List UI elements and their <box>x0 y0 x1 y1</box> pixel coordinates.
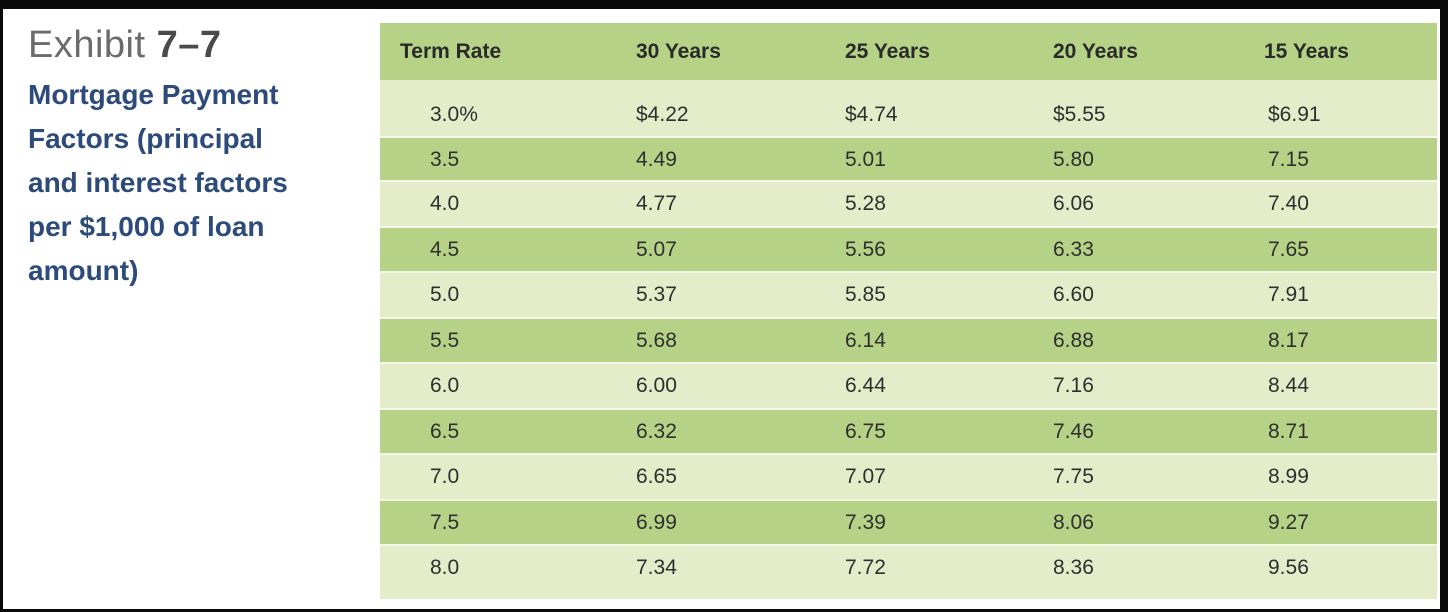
table-row: 8.0 7.34 7.72 8.36 9.56 <box>380 545 1437 590</box>
factor-cell: 5.07 <box>636 237 677 261</box>
factor-cell: 6.60 <box>1053 282 1094 306</box>
table-row: 5.0 5.37 5.85 6.60 7.91 <box>380 272 1437 317</box>
rate-cell: 4.0 <box>430 191 460 215</box>
exhibit-caption: Exhibit 7–7 Mortgage Payment Factors (pr… <box>28 23 368 293</box>
column-header: 20 Years <box>1053 39 1138 63</box>
rate-cell: 7.0 <box>430 464 460 488</box>
factor-cell: 7.65 <box>1268 237 1309 261</box>
factor-cell: 9.56 <box>1268 555 1309 579</box>
rate-cell: 5.5 <box>430 328 460 352</box>
exhibit-frame: Exhibit 7–7 Mortgage Payment Factors (pr… <box>3 9 1440 609</box>
table-row: 7.5 6.99 7.39 8.06 9.27 <box>380 500 1437 545</box>
factor-cell: 7.15 <box>1268 147 1309 171</box>
row-divider <box>380 136 1437 138</box>
factor-cell: 6.14 <box>845 328 886 352</box>
factor-cell: 7.40 <box>1268 191 1309 215</box>
column-header: Term Rate <box>400 39 502 63</box>
factor-cell: 7.16 <box>1053 373 1094 397</box>
factor-cell: 4.49 <box>636 147 677 171</box>
factor-cell: 6.00 <box>636 373 677 397</box>
rate-cell: 6.0 <box>430 373 460 397</box>
row-divider <box>380 453 1437 455</box>
factor-cell: 7.46 <box>1053 419 1094 443</box>
factor-cell: 6.33 <box>1053 237 1094 261</box>
column-header: 30 Years <box>636 39 721 63</box>
factor-cell: 5.85 <box>845 282 886 306</box>
column-header: 15 Years <box>1264 39 1349 63</box>
factor-cell: $4.74 <box>845 102 898 126</box>
table-row: 3.0% $4.22 $4.74 $5.55 $6.91 <box>380 92 1437 137</box>
factor-cell: 8.71 <box>1268 419 1309 443</box>
table-row: 4.5 5.07 5.56 6.33 7.65 <box>380 227 1437 272</box>
exhibit-number: 7–7 <box>156 24 222 66</box>
factor-cell: 5.56 <box>845 237 886 261</box>
rate-cell: 4.5 <box>430 237 460 261</box>
factor-cell: 6.06 <box>1053 191 1094 215</box>
factor-cell: 5.37 <box>636 282 677 306</box>
row-divider <box>380 362 1437 364</box>
factor-cell: 7.07 <box>845 464 886 488</box>
row-divider <box>380 317 1437 319</box>
factor-cell: 8.99 <box>1268 464 1309 488</box>
factor-cell: 8.44 <box>1268 373 1309 397</box>
factor-cell: 7.75 <box>1053 464 1094 488</box>
factor-cell: 7.72 <box>845 555 886 579</box>
row-divider <box>380 408 1437 410</box>
table-row: 3.5 4.49 5.01 5.80 7.15 <box>380 137 1437 182</box>
exhibit-title: Mortgage Payment Factors (principal and … <box>28 73 368 293</box>
row-divider <box>380 180 1437 182</box>
factor-cell: 8.36 <box>1053 555 1094 579</box>
factor-cell: $5.55 <box>1053 102 1106 126</box>
rate-cell: 5.0 <box>430 282 460 306</box>
table-row: 6.5 6.32 6.75 7.46 8.71 <box>380 409 1437 454</box>
title-line: amount) <box>28 255 139 286</box>
title-line: Mortgage Payment <box>28 79 279 110</box>
column-header: 25 Years <box>845 39 930 63</box>
rate-cell: 8.0 <box>430 555 460 579</box>
factor-cell: 7.39 <box>845 510 886 534</box>
factor-cell: $4.22 <box>636 102 689 126</box>
factor-cell: 4.77 <box>636 191 677 215</box>
rate-cell: 3.5 <box>430 147 460 171</box>
factor-cell: 8.06 <box>1053 510 1094 534</box>
rate-cell: 3.0% <box>430 102 478 126</box>
factor-cell: 7.34 <box>636 555 677 579</box>
factor-cell: 6.88 <box>1053 328 1094 352</box>
factor-cell: 5.68 <box>636 328 677 352</box>
title-line: Factors (principal <box>28 123 263 154</box>
exhibit-label: Exhibit 7–7 <box>28 23 368 67</box>
rate-cell: 6.5 <box>430 419 460 443</box>
factor-cell: 6.65 <box>636 464 677 488</box>
factor-cell: $6.91 <box>1268 102 1321 126</box>
payment-factor-table: Term Rate 30 Years 25 Years 20 Years 15 Year… <box>380 23 1437 599</box>
exhibit-word: Exhibit <box>28 24 146 66</box>
title-line: and interest factors <box>28 167 288 198</box>
table-row: 5.5 5.68 6.14 6.88 8.17 <box>380 318 1437 363</box>
factor-cell: 5.01 <box>845 147 886 171</box>
factor-cell: 7.91 <box>1268 282 1309 306</box>
factor-cell: 5.28 <box>845 191 886 215</box>
table-row: 6.0 6.00 6.44 7.16 8.44 <box>380 363 1437 408</box>
factor-cell: 8.17 <box>1268 328 1309 352</box>
row-divider <box>380 271 1437 273</box>
factor-cell: 6.75 <box>845 419 886 443</box>
row-divider <box>380 226 1437 228</box>
factor-cell: 9.27 <box>1268 510 1309 534</box>
row-divider <box>380 544 1437 546</box>
factor-cell: 6.32 <box>636 419 677 443</box>
factor-cell: 5.80 <box>1053 147 1094 171</box>
rate-cell: 7.5 <box>430 510 460 534</box>
factor-cell: 6.99 <box>636 510 677 534</box>
row-divider <box>380 499 1437 501</box>
title-line: per $1,000 of loan <box>28 211 265 242</box>
table-header-row: Term Rate 30 Years 25 Years 20 Years 15 Year… <box>380 23 1437 80</box>
table-row: 7.0 6.65 7.07 7.75 8.99 <box>380 454 1437 499</box>
table-row: 4.0 4.77 5.28 6.06 7.40 <box>380 181 1437 226</box>
factor-cell: 6.44 <box>845 373 886 397</box>
